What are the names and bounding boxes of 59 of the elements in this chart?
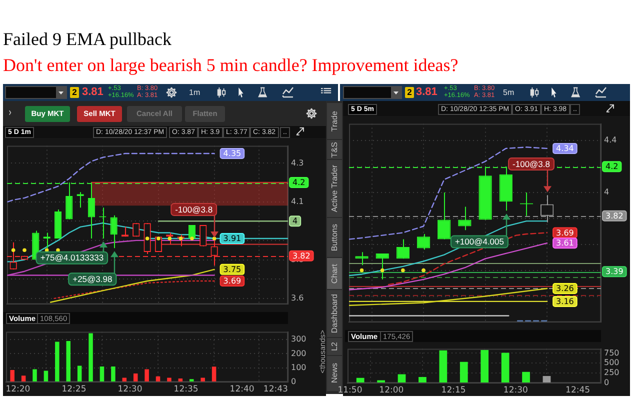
ref-line-label: 3.82 xyxy=(606,211,624,220)
data-label: 3.91 xyxy=(223,234,242,244)
data-label: 3.69 xyxy=(556,228,574,238)
y-tick-label: 0 xyxy=(604,378,610,388)
x-tick-label: 12:30 xyxy=(503,385,528,396)
text: 1m xyxy=(189,87,200,98)
annotation: +100@4.005 xyxy=(454,236,504,247)
annotation: +25@3.98 xyxy=(72,274,112,284)
x-tick-label: 12:15 xyxy=(441,385,466,396)
x-tick-label: 12:35 xyxy=(174,384,198,394)
text: T&S xyxy=(330,142,340,158)
data-label: 4.34 xyxy=(556,144,574,154)
x-tick-label: 12:45 xyxy=(566,385,590,396)
x-tick-label: 12:43 xyxy=(263,384,288,394)
y-tick-label: 4 xyxy=(604,188,610,197)
text: L2 xyxy=(330,342,340,351)
chart-title: Failed 9 EMA pullback xyxy=(3,29,172,50)
annotation: -100@3.8 xyxy=(512,158,550,169)
y-tick-label: 100 xyxy=(291,362,306,372)
ref-line-label: 3.39 xyxy=(606,267,624,276)
y-tick-label: 4.3 xyxy=(291,158,304,168)
chart-subtitle: Don't enter on large bearish 5 min candle? Improvement ideas? xyxy=(3,55,458,76)
y-tick-label: 4.1 xyxy=(291,196,304,206)
y-tick-label: 3.6 xyxy=(291,293,304,302)
text: 2 xyxy=(70,87,79,98)
ref-line-label: 4.2 xyxy=(606,162,618,172)
ref-line-label: 3.82 xyxy=(292,251,310,260)
y-tick-label: 750 xyxy=(604,348,620,358)
text: 5m xyxy=(503,87,514,98)
text: Dashboard xyxy=(330,294,340,334)
data-label: 3.75 xyxy=(223,265,242,274)
y-tick-label: 300 xyxy=(291,334,306,344)
x-tick-label: 12:20 xyxy=(6,384,30,394)
x-tick-label: 12:00 xyxy=(379,385,404,396)
data-label: 4.35 xyxy=(223,149,242,158)
y-tick-label: 250 xyxy=(604,368,620,378)
text: Chart xyxy=(330,264,340,284)
text: Trade xyxy=(330,110,340,132)
y-tick-label: 500 xyxy=(604,358,620,368)
y-tick-label: 200 xyxy=(291,348,306,358)
data-label: 3.26 xyxy=(556,284,574,294)
y-tick-label: 4.4 xyxy=(604,136,617,145)
y-tick-label: 0 xyxy=(291,377,296,386)
data-label: 3.61 xyxy=(556,238,574,248)
x-tick-label: 12:40 xyxy=(230,384,254,394)
text: 2 xyxy=(405,87,414,98)
text: Buttons xyxy=(330,224,340,252)
text: Active Trader xyxy=(330,164,340,212)
annotation: -100@3.8 xyxy=(175,204,213,214)
text: News xyxy=(330,363,340,384)
data-label: 3.69 xyxy=(223,276,242,286)
x-tick-label: 11:50 xyxy=(338,385,362,396)
text: 3.81 xyxy=(416,86,438,99)
x-tick-label: 12:30 xyxy=(118,384,142,394)
annotation: +75@4.0133333 xyxy=(40,252,104,263)
ref-line-label: 4.2 xyxy=(292,178,306,188)
x-tick-label: 12:25 xyxy=(62,384,86,394)
data-label: 3.16 xyxy=(556,297,574,306)
text: 3.81 xyxy=(82,86,104,99)
